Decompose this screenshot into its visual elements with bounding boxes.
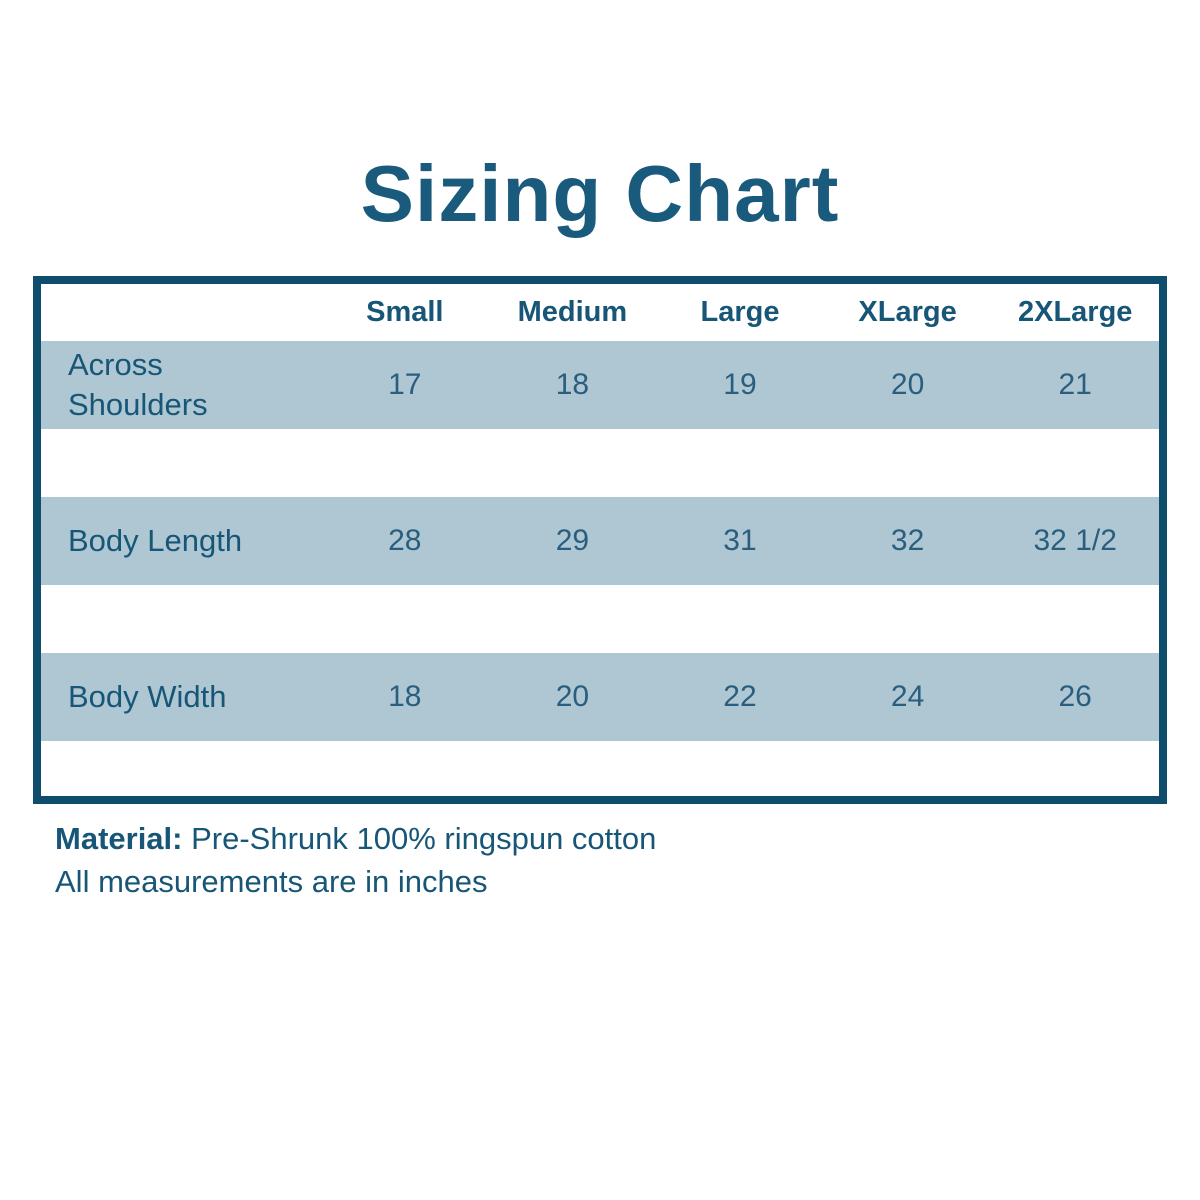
material-line: Material: Pre-Shrunk 100% ringspun cotto…	[55, 818, 1167, 861]
sizing-table-body: Across Shoulders 17 18 19 20 21 Body Length 28 2…	[41, 341, 1159, 796]
size-value: 32	[890, 524, 925, 557]
column-header-small: Small	[366, 296, 444, 328]
spacer-row	[41, 429, 1159, 497]
sizing-table: Small Medium Large XLarge 2XLarge Across…	[33, 276, 1167, 804]
size-value: 18	[388, 680, 422, 713]
table-row: Across Shoulders 17 18 19 20 21	[41, 341, 1159, 429]
size-value: 22	[723, 680, 757, 713]
column-header-large: Large	[700, 296, 780, 328]
measurements-note: All measurements are in inches	[55, 863, 488, 899]
row-label: Body Length	[68, 522, 243, 558]
column-header-xlarge: XLarge	[858, 296, 957, 328]
table-row: Body Width 18 20 22 24 26	[41, 653, 1159, 741]
material-value: Pre-Shrunk 100% ringspun cotton	[191, 821, 657, 856]
column-header-2xlarge: 2XLarge	[1017, 296, 1133, 328]
size-value: 32 1/2	[1033, 524, 1117, 557]
size-value: 20	[555, 680, 590, 713]
size-value: 31	[723, 524, 757, 557]
size-value: 26	[1058, 680, 1092, 713]
size-value: 28	[388, 524, 422, 557]
size-value: 18	[555, 368, 590, 401]
page-title: Sizing Chart	[360, 149, 840, 238]
row-label: Body Width	[68, 678, 227, 714]
spacer-row	[41, 741, 1159, 796]
column-header-medium: Medium	[517, 296, 628, 328]
table-row: Body Length 28 29 31 32 32 1/2	[41, 497, 1159, 585]
size-value: 20	[890, 368, 925, 401]
size-value: 21	[1058, 368, 1092, 401]
material-label: Material:	[55, 821, 183, 856]
size-value: 19	[723, 368, 757, 401]
row-label: Across Shoulders	[68, 346, 208, 422]
spacer-row	[41, 585, 1159, 653]
footer-notes: Material: Pre-Shrunk 100% ringspun cotto…	[55, 818, 1167, 904]
size-value: 29	[555, 524, 590, 557]
size-value: 17	[388, 368, 422, 401]
size-value: 24	[890, 680, 925, 713]
table-header-row: Small Medium Large XLarge 2XLarge	[41, 284, 1159, 341]
